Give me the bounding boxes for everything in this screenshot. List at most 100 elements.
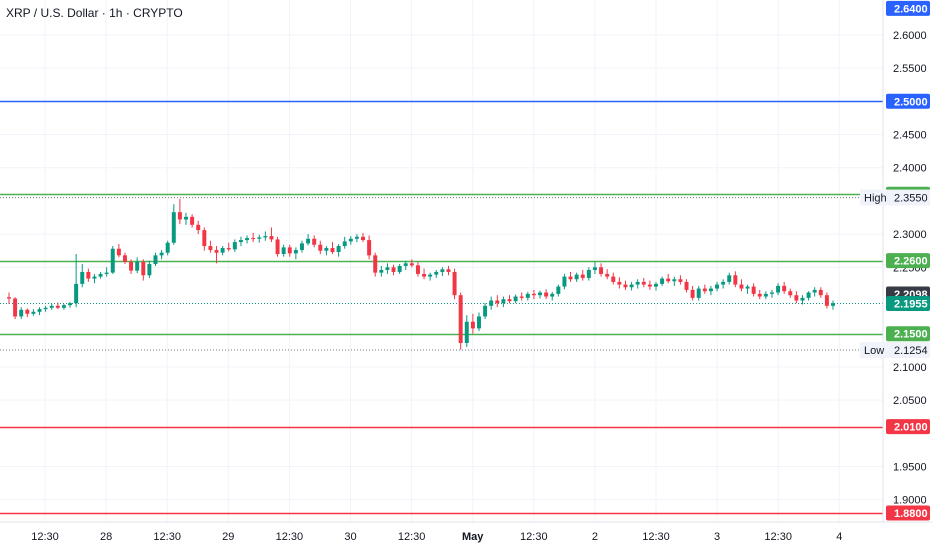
candle xyxy=(135,257,140,274)
candle xyxy=(745,284,750,294)
candle xyxy=(238,236,243,247)
candle xyxy=(599,263,604,277)
candle xyxy=(477,312,481,332)
candle xyxy=(782,281,787,294)
time-axis[interactable]: 12:30 28 12:30 29 12:30 30 12:30 May 12:30 2 12:30… xyxy=(31,531,842,543)
x-tick-label: 12:30 xyxy=(642,531,670,543)
candle xyxy=(794,291,799,304)
candle xyxy=(727,272,732,285)
candle xyxy=(31,309,36,316)
candle xyxy=(263,231,268,241)
candle xyxy=(257,234,262,243)
candle xyxy=(678,275,683,285)
candle xyxy=(49,303,54,310)
candle xyxy=(501,296,506,308)
candle xyxy=(800,295,805,305)
candle xyxy=(483,303,488,320)
level-badge: 2.2600 xyxy=(886,253,930,269)
candle xyxy=(74,254,79,308)
level-badge: 2.0100 xyxy=(886,419,930,435)
candle xyxy=(831,300,835,310)
candle xyxy=(330,242,335,255)
candles xyxy=(7,198,835,350)
svg-text:2.2600: 2.2600 xyxy=(894,256,928,268)
level-badge: 2.6400 xyxy=(886,0,930,16)
level-badge: 2.1500 xyxy=(886,326,930,342)
candle xyxy=(769,289,774,298)
candle xyxy=(440,267,445,276)
y-tick-label: 2.5500 xyxy=(893,63,927,75)
candle xyxy=(190,214,195,228)
candle xyxy=(80,263,85,288)
candle xyxy=(708,285,713,296)
candle xyxy=(757,289,762,300)
candle xyxy=(202,227,207,251)
candle xyxy=(287,244,292,257)
candle xyxy=(672,276,677,286)
candle xyxy=(666,273,671,284)
candle xyxy=(513,294,518,304)
y-tick-label: 2.6000 xyxy=(893,30,927,42)
candle xyxy=(220,246,225,256)
last-price-badge: 2.1955 xyxy=(886,295,930,311)
candle xyxy=(177,198,182,225)
candle xyxy=(605,269,610,280)
low-label: Low 2.1254 xyxy=(860,342,930,359)
price-axis[interactable]: 2.60002.55002.45002.40002.30002.25002.10… xyxy=(893,30,927,507)
candle xyxy=(13,297,18,320)
candle xyxy=(19,307,24,320)
candle xyxy=(122,252,127,264)
y-tick-label: 1.9500 xyxy=(893,462,927,474)
candle xyxy=(318,240,323,255)
candle xyxy=(452,268,457,300)
candle xyxy=(141,259,146,281)
candle xyxy=(592,261,597,274)
svg-text:1.8800: 1.8800 xyxy=(894,508,928,520)
candle xyxy=(293,247,298,260)
candle xyxy=(397,263,402,274)
svg-text:Low: Low xyxy=(864,345,884,357)
candle xyxy=(336,244,341,257)
x-tick-label: 29 xyxy=(222,531,234,543)
candle xyxy=(422,268,427,280)
svg-text:2.1500: 2.1500 xyxy=(894,329,928,341)
candle xyxy=(428,272,433,281)
candle xyxy=(159,250,164,260)
x-tick-label: May xyxy=(462,531,484,543)
svg-text:2.5000: 2.5000 xyxy=(894,96,928,108)
candle xyxy=(110,246,115,274)
candle xyxy=(232,239,237,253)
candle xyxy=(68,301,73,308)
candle xyxy=(367,235,372,260)
candle xyxy=(391,264,396,276)
y-tick-label: 2.4000 xyxy=(893,163,927,175)
svg-text:2.0100: 2.0100 xyxy=(894,422,928,434)
candle xyxy=(55,302,60,310)
x-tick-label: 2 xyxy=(592,531,598,543)
candle xyxy=(763,291,768,300)
candle xyxy=(641,277,646,288)
candle xyxy=(434,269,439,278)
level-badge: 1.8800 xyxy=(886,505,930,521)
candle xyxy=(171,204,176,245)
svg-text:2.6400: 2.6400 xyxy=(894,3,928,15)
candle xyxy=(464,315,469,347)
candle xyxy=(776,283,781,296)
candle xyxy=(574,272,579,282)
y-tick-label: 1.9000 xyxy=(893,495,927,507)
y-tick-label: 2.1000 xyxy=(893,362,927,374)
candle xyxy=(306,234,311,246)
y-tick-label: 2.4500 xyxy=(893,129,927,141)
candle xyxy=(196,220,201,235)
candle xyxy=(226,242,231,252)
candle xyxy=(538,290,543,299)
candle xyxy=(824,292,829,309)
candle xyxy=(354,234,359,243)
candle xyxy=(281,244,286,257)
candle xyxy=(458,292,463,350)
svg-text:High: High xyxy=(864,193,887,205)
candle xyxy=(623,280,628,290)
candle xyxy=(214,246,219,264)
candle xyxy=(361,232,365,243)
